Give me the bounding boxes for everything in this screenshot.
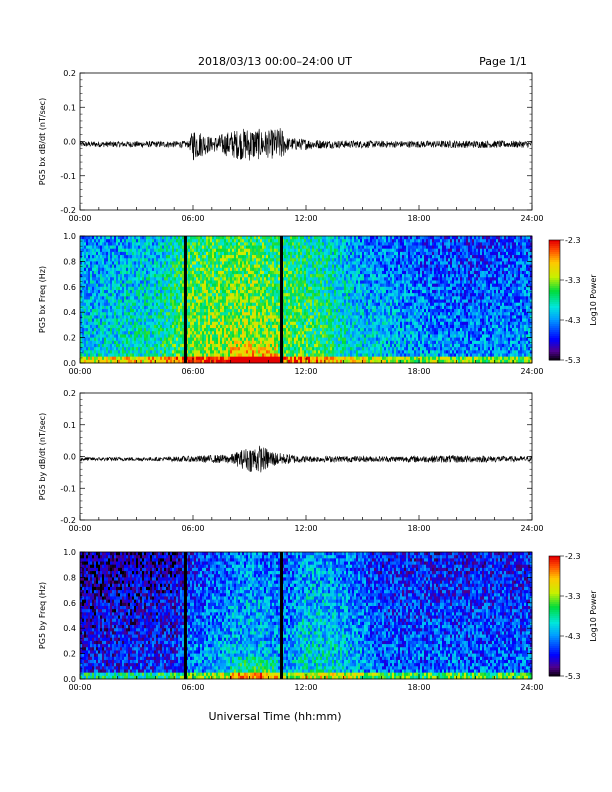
y-axis-label: PG5 by Freq (Hz) — [38, 582, 47, 649]
x-tick-label: 06:00 — [181, 524, 204, 533]
y-tick-label: 0.6 — [63, 599, 76, 608]
y-axis-label: PG5 by dB/dt (nT/sec) — [38, 413, 47, 500]
by-spectrogram-panel: 1.0 0.8 0.6 0.4 0.2 0.000:00 06:00 12:00 18:00 24… — [38, 548, 544, 692]
series-line — [79, 128, 533, 161]
x-tick-label: 18:00 — [407, 524, 430, 533]
x-tick-label: 18:00 — [407, 367, 430, 376]
x-tick-label: 06:00 — [181, 683, 204, 692]
x-tick-label: 24:00 — [520, 214, 543, 223]
x-tick-label: 24:00 — [520, 524, 543, 533]
colorbar-bx: -2.3 -3.3 -4.3 -5.3 Log10 Power — [548, 236, 598, 365]
x-tick-label: 06:00 — [181, 214, 204, 223]
y-tick-label: 0.0 — [63, 675, 76, 684]
y-tick-label: 0.0 — [63, 453, 76, 462]
data-gap-bar — [183, 236, 187, 363]
y-tick-label: -0.2 — [60, 516, 76, 525]
page-title: 2018/03/13 00:00–24:00 UT — [198, 55, 352, 68]
y-tick-label: 1.0 — [63, 232, 76, 241]
by-dbdt-panel: 0.2 0.1 0.0 -0.1 -0.200:00 06:00 12:00 18:00 24:… — [38, 389, 544, 533]
y-tick-label: 0.1 — [63, 421, 76, 430]
y-tick-label: 0.4 — [63, 308, 76, 317]
spectrogram-cells — [80, 236, 533, 364]
y-tick-label: 0.8 — [63, 257, 76, 266]
x-tick-label: 18:00 — [407, 214, 430, 223]
colorbar-tick-label: -3.3 — [565, 592, 581, 601]
colorbar-frame — [548, 555, 561, 677]
data-gap-bar — [183, 552, 187, 679]
y-tick-label: 0.2 — [63, 389, 76, 398]
x-tick-label: 12:00 — [294, 214, 317, 223]
colorbar-tick-label: -3.3 — [565, 276, 581, 285]
colorbar-tick-label: -4.3 — [565, 316, 581, 325]
y-tick-label: 0.2 — [63, 69, 76, 78]
x-tick-label: 00:00 — [68, 214, 91, 223]
colorbar-tick-label: -4.3 — [565, 632, 581, 641]
y-axis-label: PG5 bx Freq (Hz) — [38, 266, 47, 333]
y-tick-label: 0.0 — [63, 359, 76, 368]
x-tick-label: 18:00 — [407, 683, 430, 692]
colorbar-frame — [548, 239, 561, 361]
page-number: Page 1/1 — [479, 55, 527, 68]
y-tick-label: -0.1 — [60, 172, 76, 181]
x-tick-label: 24:00 — [520, 683, 543, 692]
x-tick-label: 12:00 — [294, 683, 317, 692]
data-gap-bar — [280, 236, 284, 363]
bx-dbdt-panel: 0.2 0.1 0.0 -0.1 -0.200:00 06:00 12:00 18:00 24:… — [38, 69, 544, 223]
y-tick-label: 0.2 — [63, 334, 76, 343]
y-axis-label: PG5 bx dB/dt (nT/sec) — [38, 98, 47, 185]
x-axis-title: Universal Time (hh:mm) — [209, 710, 342, 723]
x-tick-label: 00:00 — [68, 683, 91, 692]
x-tick-label: 12:00 — [294, 367, 317, 376]
bx-spectrogram-panel: 1.0 0.8 0.6 0.4 0.2 0.000:00 06:00 12:00 18:00 24… — [38, 232, 544, 376]
colorbar-tick-label: -2.3 — [565, 552, 581, 561]
y-tick-label: 0.4 — [63, 624, 76, 633]
colorbar-by: -2.3 -3.3 -4.3 -5.3 Log10 Power — [548, 552, 598, 681]
y-tick-label: -0.1 — [60, 484, 76, 493]
colorbar-tick-label: -5.3 — [565, 672, 581, 681]
colorbar-tick-label: -2.3 — [565, 236, 581, 245]
plot-frame — [79, 72, 533, 211]
x-tick-label: 06:00 — [181, 367, 204, 376]
x-tick-label: 24:00 — [520, 367, 543, 376]
y-tick-label: 0.6 — [63, 283, 76, 292]
x-tick-label: 00:00 — [68, 524, 91, 533]
spectrogram-cells — [80, 552, 533, 680]
series-line — [79, 445, 533, 473]
data-gap-bar — [280, 552, 284, 679]
x-tick-label: 00:00 — [68, 367, 91, 376]
y-tick-label: 0.2 — [63, 650, 76, 659]
y-tick-label: -0.2 — [60, 206, 76, 215]
y-tick-label: 0.0 — [63, 138, 76, 147]
y-tick-label: 0.1 — [63, 103, 76, 112]
colorbar-tick-label: -5.3 — [565, 356, 581, 365]
y-tick-label: 1.0 — [63, 548, 76, 557]
colorbar-label: Log10 Power — [589, 274, 598, 326]
x-tick-label: 12:00 — [294, 524, 317, 533]
y-tick-label: 0.8 — [63, 573, 76, 582]
colorbar-label: Log10 Power — [589, 590, 598, 642]
